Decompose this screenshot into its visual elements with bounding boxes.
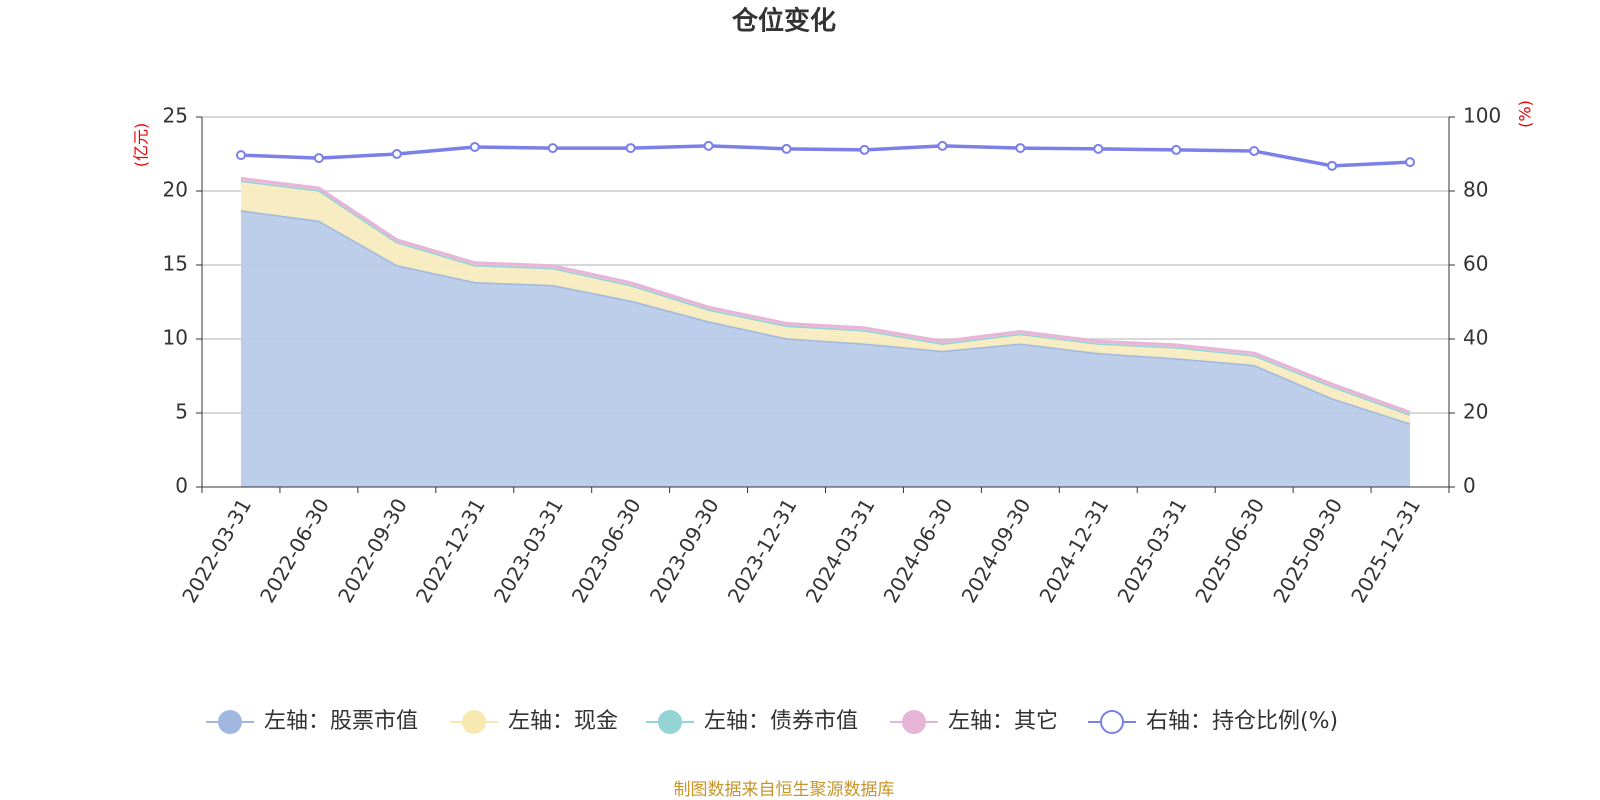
x-tick-label: 2023-03-31 bbox=[489, 494, 568, 607]
y2-tick-label: 0 bbox=[1463, 474, 1476, 498]
x-tick-label: 2024-12-31 bbox=[1034, 494, 1113, 607]
ratio-line bbox=[240, 144, 1411, 168]
y2-tick-label: 100 bbox=[1463, 104, 1501, 128]
ratio-point bbox=[937, 140, 948, 151]
y-tick-label: 25 bbox=[163, 104, 188, 128]
area-line bbox=[240, 176, 1411, 414]
legend-marker bbox=[1100, 710, 1124, 734]
x-tick-label: 2024-09-30 bbox=[957, 494, 1036, 607]
ratio-point bbox=[313, 153, 324, 164]
ratio-point bbox=[1327, 160, 1338, 171]
x-tick-label: 2023-12-31 bbox=[723, 494, 802, 607]
y-axis-label: (亿元) bbox=[132, 123, 151, 168]
ratio-point bbox=[625, 143, 636, 154]
ratio-point bbox=[781, 143, 792, 154]
y-tick-label: 0 bbox=[175, 474, 188, 498]
ratio-point bbox=[391, 149, 402, 159]
y-tick-label: 5 bbox=[175, 400, 188, 424]
legend-label: 左轴：股票市值 bbox=[264, 709, 418, 734]
legend-label: 左轴：债券市值 bbox=[704, 709, 858, 734]
x-tick-label: 2022-03-31 bbox=[177, 494, 256, 607]
x-tick-label: 2023-06-30 bbox=[567, 494, 646, 607]
ratio-point bbox=[1405, 157, 1416, 168]
x-tick-label: 2022-06-30 bbox=[255, 494, 334, 607]
x-tick-label: 2025-12-31 bbox=[1346, 494, 1425, 607]
ratio-point bbox=[547, 143, 558, 154]
ratio-point bbox=[469, 141, 480, 152]
x-tick-label: 2025-06-30 bbox=[1190, 494, 1269, 607]
ratio-point bbox=[1171, 144, 1182, 155]
x-tick-label: 2022-09-30 bbox=[333, 494, 412, 607]
y-tick-label: 20 bbox=[163, 178, 188, 202]
area-fill bbox=[240, 210, 1411, 488]
x-tick-label: 2024-03-31 bbox=[801, 494, 880, 607]
legend-marker bbox=[462, 710, 486, 734]
source-note: 制图数据来自恒生聚源数据库 bbox=[674, 780, 895, 800]
chart-title: 仓位变化 bbox=[731, 6, 836, 37]
ratio-point bbox=[1249, 146, 1260, 157]
legend-label: 右轴：持仓比例(%) bbox=[1146, 709, 1338, 734]
y2-tick-label: 40 bbox=[1463, 326, 1488, 350]
ratio-point bbox=[1093, 143, 1104, 154]
legend-marker bbox=[902, 710, 926, 734]
y-tick-label: 15 bbox=[163, 252, 188, 276]
ratio-point bbox=[1015, 143, 1026, 154]
legend-marker bbox=[218, 710, 242, 734]
ratio-point bbox=[235, 150, 246, 161]
x-tick-label: 2022-12-31 bbox=[411, 494, 490, 607]
x-tick-label: 2025-03-31 bbox=[1112, 494, 1191, 607]
x-tick-label: 2025-09-30 bbox=[1268, 494, 1347, 607]
legend-label: 左轴：现金 bbox=[508, 709, 618, 734]
y2-tick-label: 80 bbox=[1463, 178, 1488, 202]
y-tick-label: 10 bbox=[163, 326, 188, 350]
y2-tick-label: 20 bbox=[1463, 400, 1488, 424]
ratio-point bbox=[859, 144, 870, 155]
ratio-point bbox=[703, 140, 714, 151]
legend-label: 左轴：其它 bbox=[948, 709, 1058, 734]
y2-tick-label: 60 bbox=[1463, 252, 1488, 276]
x-tick-label: 2023-09-30 bbox=[645, 494, 724, 607]
x-tick-label: 2024-06-30 bbox=[879, 494, 958, 607]
legend-marker bbox=[658, 710, 682, 734]
y2-axis-label: (%) bbox=[1516, 100, 1535, 128]
